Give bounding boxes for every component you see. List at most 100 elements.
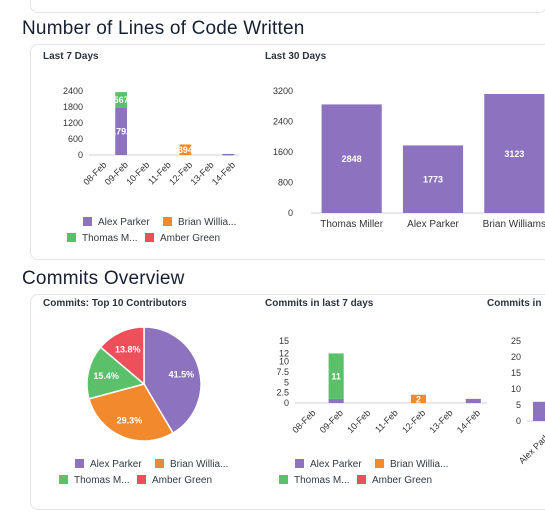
legend-label: Alex Parker bbox=[90, 459, 142, 470]
bar-segment bbox=[410, 394, 426, 403]
previous-card-edge bbox=[30, 0, 545, 13]
legend-item-thomas[interactable]: Thomas M... bbox=[67, 233, 138, 244]
bar bbox=[484, 93, 545, 213]
commits7-title: Commits in last 7 days bbox=[265, 298, 374, 309]
y-tick-label: 12 bbox=[279, 348, 289, 358]
legend-item-amber[interactable]: Amber Green bbox=[145, 233, 220, 244]
pie-legend: Alex Parker Brian Willia... Thomas M... … bbox=[31, 459, 261, 499]
bar-segment bbox=[328, 398, 344, 403]
pie-chart: 41.5% 29.3% 15.4% 13.8% bbox=[86, 326, 202, 442]
legend-item-thomas[interactable]: Thomas M... bbox=[59, 475, 130, 486]
legend-label: Alex Parker bbox=[310, 459, 362, 470]
pie-title: Commits: Top 10 Contributors bbox=[43, 298, 187, 309]
bar-segment bbox=[222, 153, 235, 156]
pie-slice-label: 29.3% bbox=[117, 415, 143, 425]
bar-data-label: 1773 bbox=[423, 175, 443, 185]
legend-item-brian[interactable]: Brian Willia... bbox=[163, 217, 236, 228]
y-tick-label: 0 bbox=[288, 208, 293, 218]
bar-segment bbox=[179, 144, 192, 155]
bar-data-label: 2848 bbox=[342, 154, 362, 164]
lines-section-title: Number of Lines of Code Written bbox=[22, 18, 305, 39]
legend-item-amber[interactable]: Amber Green bbox=[357, 475, 432, 486]
lines7-title: Last 7 Days bbox=[43, 51, 99, 62]
y-tick-label: 1800 bbox=[63, 102, 83, 112]
y-tick-label: 1200 bbox=[63, 118, 83, 128]
bar-segment bbox=[465, 398, 481, 403]
bar bbox=[321, 104, 382, 213]
bar bbox=[402, 145, 464, 213]
y-tick-label: 5 bbox=[516, 400, 521, 410]
y-tick-label: 7.5 bbox=[276, 367, 289, 377]
bar-data-label: 394 bbox=[178, 145, 193, 155]
x-tick-label: Alex Parker bbox=[407, 219, 459, 230]
x-tick-label: 10-Feb bbox=[345, 408, 372, 435]
legend-label: Amber Green bbox=[372, 475, 433, 486]
x-tick-label: 14-Feb bbox=[210, 160, 237, 187]
x-tick-label: 12-Feb bbox=[400, 408, 427, 435]
x-tick-label: 08-Feb bbox=[290, 408, 317, 435]
legend-label: Thomas M... bbox=[294, 475, 350, 486]
y-tick-label: 10 bbox=[279, 357, 289, 367]
bar bbox=[533, 401, 545, 421]
bar-data-label: 11 bbox=[331, 372, 341, 382]
bar-segment bbox=[115, 107, 128, 155]
commits7-legend: Alex Parker Brian Willia... Thomas M... … bbox=[265, 459, 487, 499]
legend-item-brian[interactable]: Brian Willia... bbox=[375, 459, 448, 470]
x-tick-label: 14-Feb bbox=[455, 408, 482, 435]
lines7-chart: 060012001800240008-Feb179256709-Feb10-Fe… bbox=[63, 86, 239, 187]
pie-slice-label: 15.4% bbox=[93, 371, 119, 381]
legend-label: Alex Parker bbox=[98, 217, 150, 228]
x-tick-label: 09-Feb bbox=[318, 408, 345, 435]
y-tick-label: 800 bbox=[278, 178, 293, 188]
lines7-legend: Alex Parker Brian Willia... Thomas M... … bbox=[31, 217, 261, 257]
legend-label: Thomas M... bbox=[82, 233, 138, 244]
x-tick-label: Alex Parker bbox=[517, 426, 545, 465]
pie-slice bbox=[143, 326, 202, 435]
y-tick-label: 3200 bbox=[273, 86, 293, 96]
pie-slice bbox=[88, 383, 175, 442]
legend-label: Brian Willia... bbox=[178, 217, 237, 228]
bar-data-label: 2 bbox=[416, 394, 421, 404]
y-tick-label: 5 bbox=[284, 377, 289, 387]
legend-label: Brian Willia... bbox=[390, 459, 449, 470]
x-tick-label: 10-Feb bbox=[124, 160, 151, 187]
pie-slice bbox=[99, 326, 145, 386]
pie-slice-label: 41.5% bbox=[169, 369, 195, 379]
y-tick-label: 20 bbox=[511, 352, 521, 362]
commits-section-title: Commits Overview bbox=[22, 268, 185, 289]
commits-card: Commits: Top 10 Contributors Commits in … bbox=[30, 294, 545, 510]
y-tick-label: 2.5 bbox=[276, 388, 289, 398]
legend-item-alex[interactable]: Alex Parker bbox=[75, 459, 142, 470]
y-tick-label: 2400 bbox=[273, 117, 293, 127]
bar-data-label: 3123 bbox=[504, 149, 524, 159]
y-tick-label: 600 bbox=[68, 134, 83, 144]
commits30-title: Commits in bbox=[487, 298, 542, 309]
legend-label: Amber Green bbox=[152, 475, 213, 486]
bar-segment bbox=[115, 92, 128, 108]
y-tick-label: 25 bbox=[511, 336, 521, 346]
legend-item-thomas[interactable]: Thomas M... bbox=[279, 475, 350, 486]
x-tick-label: Thomas Miller bbox=[320, 219, 383, 230]
x-tick-label: Brian Williams bbox=[483, 219, 545, 230]
legend-label: Amber Green bbox=[160, 233, 221, 244]
y-tick-label: 0 bbox=[516, 416, 521, 426]
lines30-chart: 0 800 1600 2400 3200 2848 Thomas Miller 1773 Ale… bbox=[273, 86, 545, 230]
legend-item-alex[interactable]: Alex Parker bbox=[295, 459, 362, 470]
pie-slice-label: 13.8% bbox=[115, 344, 141, 354]
legend-label: Brian Willia... bbox=[170, 459, 229, 470]
pie-slice bbox=[86, 346, 146, 400]
legend-item-alex[interactable]: Alex Parker bbox=[83, 217, 150, 228]
lines-card: Last 7 Days Last 30 Days 0 600 1200 1800 240… bbox=[30, 44, 545, 260]
legend-item-amber[interactable]: Amber Green bbox=[137, 475, 212, 486]
commits30-chart: 0 5 10 15 20 25 Alex Parker bbox=[511, 336, 545, 465]
legend-item-brian[interactable]: Brian Willia... bbox=[155, 459, 228, 470]
bar-data-label: 567 bbox=[114, 95, 129, 105]
y-tick-label: 0 bbox=[78, 150, 83, 160]
x-tick-label: 11-Feb bbox=[373, 408, 400, 435]
bar-segment bbox=[328, 353, 344, 399]
lines30-title: Last 30 Days bbox=[265, 51, 327, 62]
y-tick-label: 15 bbox=[511, 368, 521, 378]
y-tick-label: 15 bbox=[279, 336, 289, 346]
y-tick-label: 1600 bbox=[273, 147, 293, 157]
